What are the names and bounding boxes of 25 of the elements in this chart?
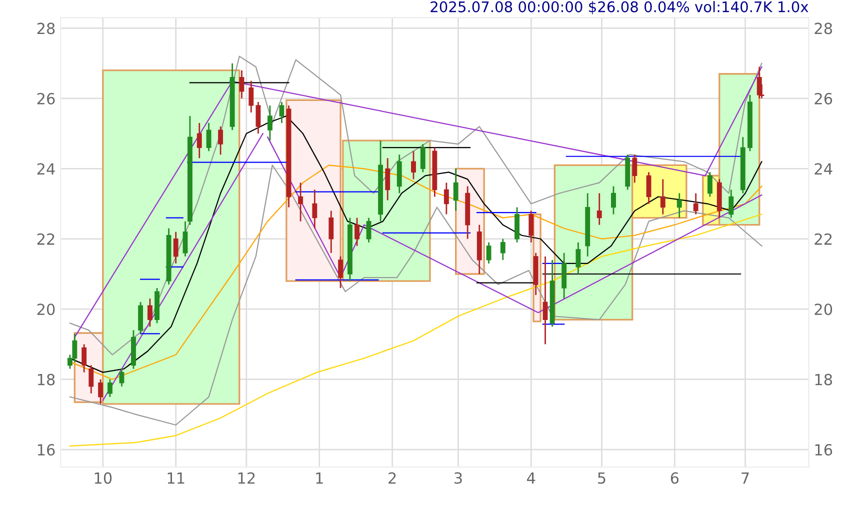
y-tick-label: 24 — [37, 163, 55, 174]
y-tick-label: 28 — [37, 22, 55, 34]
x-tick-label: 10 — [94, 472, 112, 484]
y-tick-label: 22 — [37, 233, 54, 245]
x-tick-label: 3 — [454, 472, 462, 484]
y2-tick-label: 24 — [814, 163, 832, 174]
y-tick-label: 18 — [38, 374, 55, 386]
x-tick-label: 12 — [238, 472, 255, 484]
y2-tick-label: 28 — [814, 22, 832, 34]
x-tick-label: 11 — [168, 472, 184, 484]
y-tick-label: 26 — [37, 92, 55, 104]
y2-tick-label: 26 — [814, 92, 832, 104]
y2-tick-label: 22 — [814, 233, 832, 245]
y2-tick-label: 20 — [814, 304, 832, 316]
chart-title: 2025.07.08 00:00:00 $26.08 0.04% vol:140.7K 1.0x — [430, 1, 808, 14]
x-tick-label: 6 — [670, 472, 679, 484]
x-tick-label: 2 — [388, 472, 396, 484]
y2-tick-label: 18 — [815, 374, 832, 386]
x-tick-label: 4 — [527, 472, 536, 484]
x-tick-label: 5 — [598, 472, 606, 484]
x-tick-label: 1 — [316, 472, 323, 484]
y2-tick-label: 16 — [815, 444, 832, 456]
x-tick-label: 7 — [742, 472, 749, 484]
y-tick-label: 16 — [38, 444, 55, 456]
y-tick-label: 20 — [37, 304, 55, 316]
